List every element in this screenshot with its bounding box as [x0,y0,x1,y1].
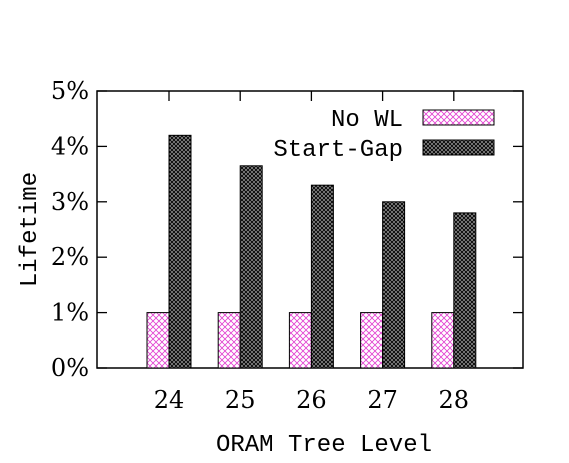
y-tick-label: 1% [51,299,89,327]
legend-swatch [422,109,495,126]
x-axis: 24 25 26 27 28 [154,91,469,414]
bars [146,134,477,369]
x-tick-label: 26 [296,386,327,414]
bar-start-gap [168,134,192,369]
legend-swatch [422,139,495,156]
legend-label: No WL [331,107,403,134]
x-axis-label: ORAM Tree Level [216,432,432,459]
x-tick-label: 27 [367,386,398,414]
bar-start-gap [310,184,334,369]
y-axis-label: Lifetime [17,172,44,287]
y-axis: 0% 1% 2% 3% 4% 5% [51,77,523,382]
legend: No WL Start-Gap [273,107,495,164]
legend-label: Start-Gap [273,137,403,164]
y-tick-label: 5% [51,77,89,105]
bar-start-gap [382,201,406,369]
y-tick-label: 0% [51,354,89,382]
bar-start-gap [453,212,477,369]
x-tick-label: 24 [154,386,185,414]
y-tick-label: 3% [51,188,89,216]
bar-start-gap [239,165,263,369]
y-tick-label: 4% [51,132,89,160]
bar-no-wl [146,312,170,369]
y-tick-label: 2% [51,243,89,271]
x-tick-label: 28 [439,386,470,414]
bar-no-wl [431,312,455,369]
bar-no-wl [217,312,241,369]
bar-no-wl [288,312,312,369]
bar-no-wl [360,312,384,369]
x-tick-label: 25 [225,386,256,414]
